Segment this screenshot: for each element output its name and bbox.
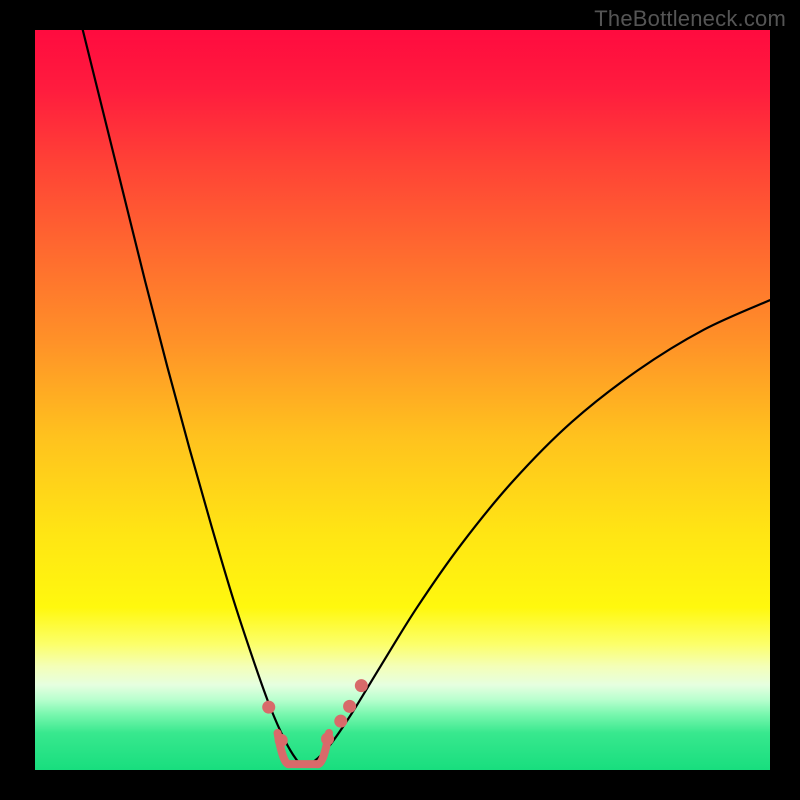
chart-container: TheBottleneck.com [0,0,800,800]
highlight-dot [355,679,368,692]
highlight-dot [275,734,288,747]
plot-area [35,30,770,770]
bottleneck-chart [0,0,800,800]
highlight-dot [343,700,356,713]
highlight-dot [334,715,347,728]
highlight-dot [262,701,275,714]
highlight-dot [321,732,334,745]
